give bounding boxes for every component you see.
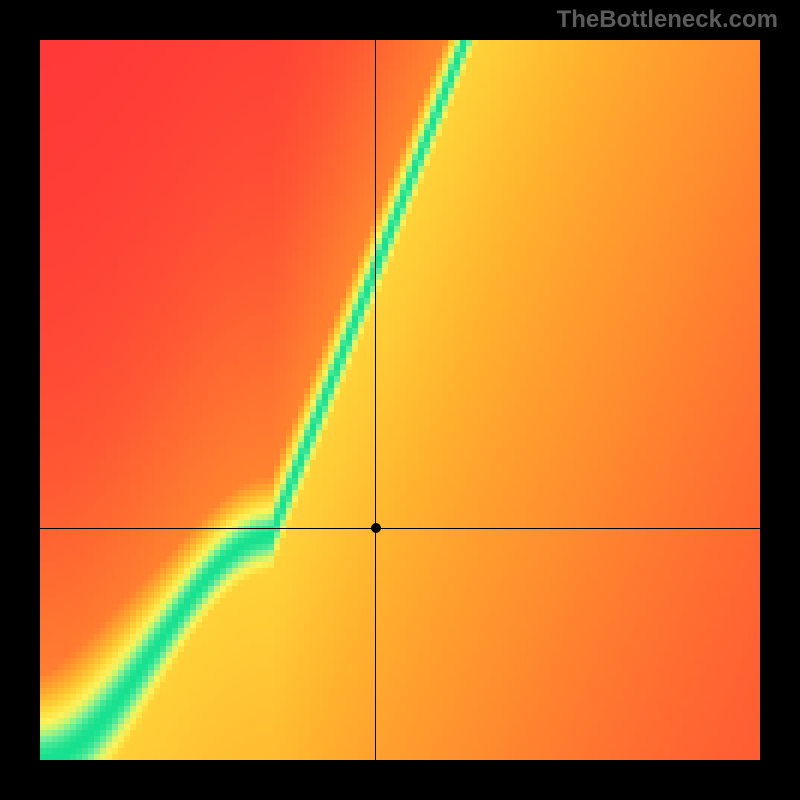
chart-container: { "watermark": { "text": "TheBottleneck.… bbox=[0, 0, 800, 800]
watermark-text: TheBottleneck.com bbox=[557, 6, 778, 34]
crosshair-horizontal bbox=[40, 528, 760, 529]
bottleneck-heatmap bbox=[40, 40, 760, 760]
crosshair-marker bbox=[371, 523, 381, 533]
crosshair-vertical bbox=[375, 40, 376, 760]
